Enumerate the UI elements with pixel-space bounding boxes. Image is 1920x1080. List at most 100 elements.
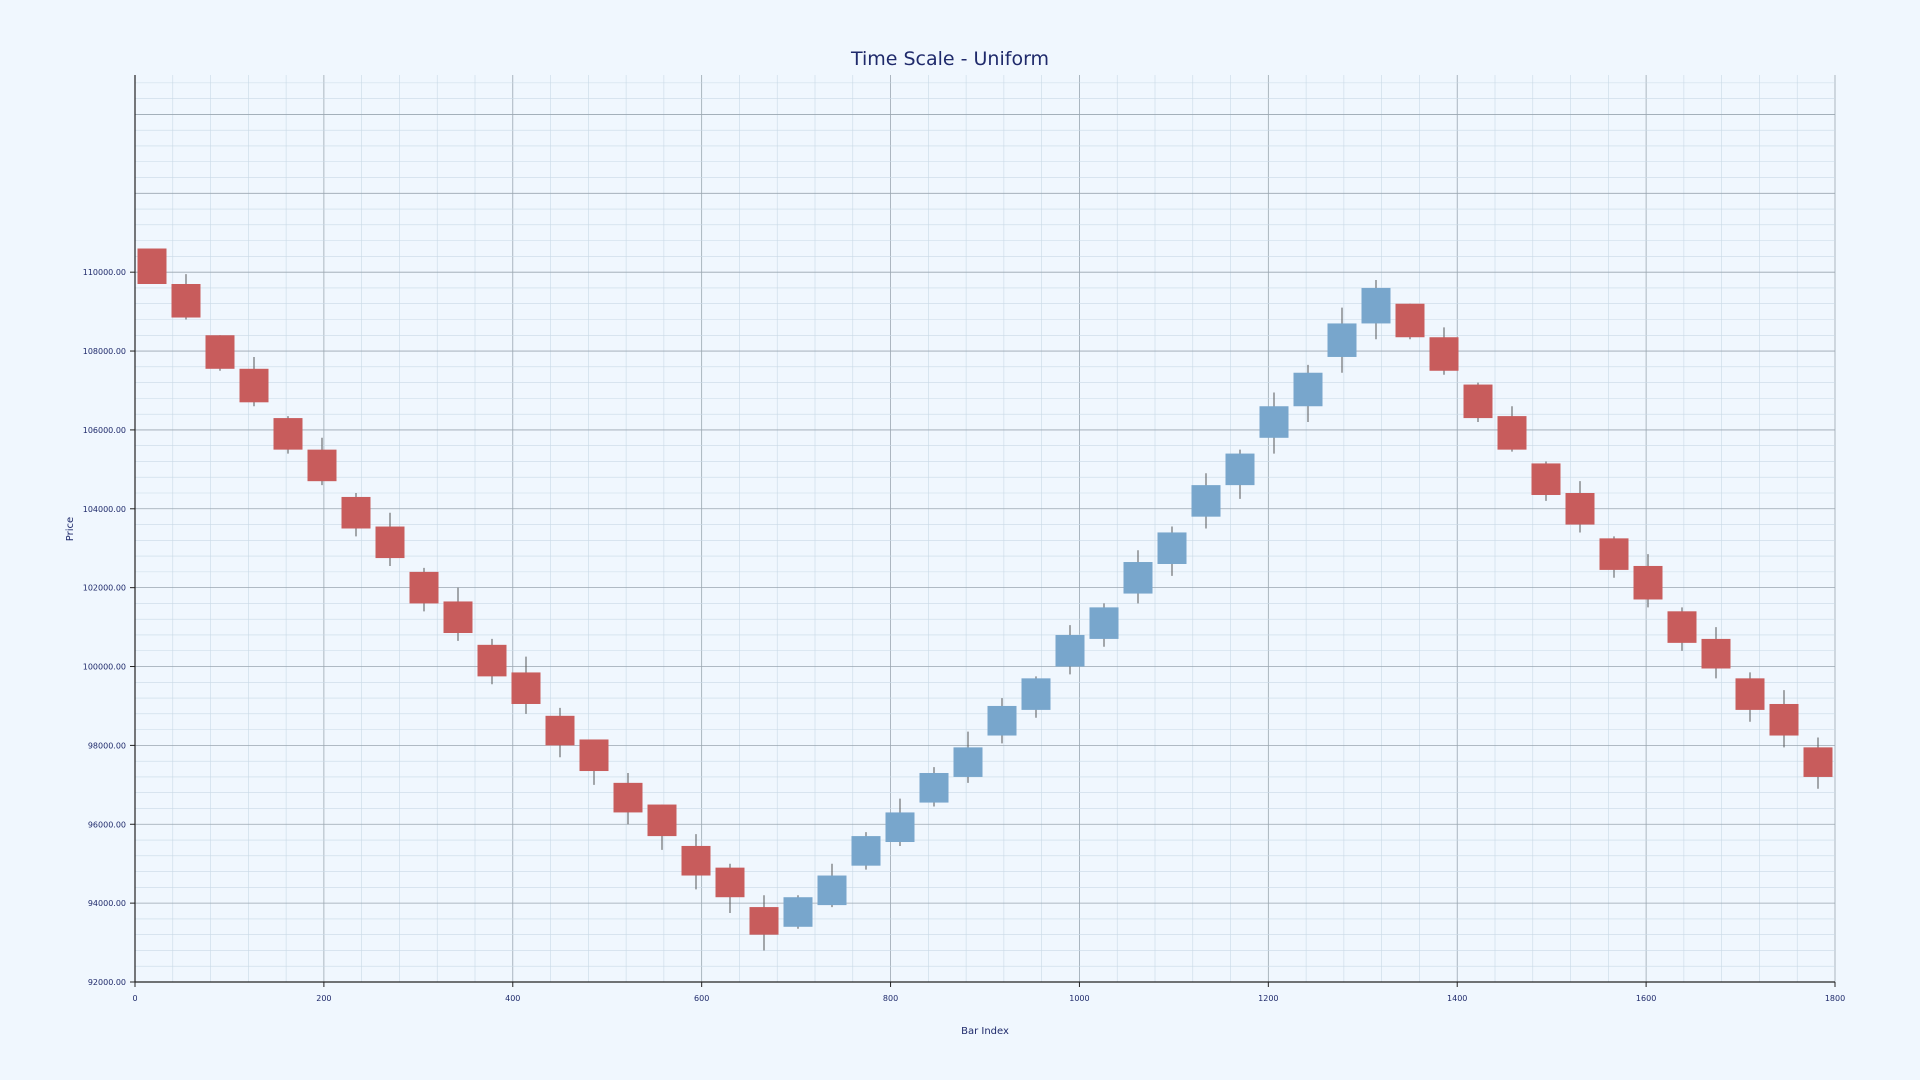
candle-body (477, 644, 507, 677)
candle-down (375, 512, 405, 566)
candle-body (1089, 607, 1119, 639)
y-tick-label: 94000.00 (88, 899, 126, 908)
candle-up (1293, 364, 1323, 423)
candle-body (1497, 416, 1527, 450)
candle-down (579, 739, 609, 785)
candle-body (1157, 532, 1187, 564)
y-tick-label: 108000.00 (83, 347, 126, 356)
y-tick-label: 98000.00 (88, 741, 126, 750)
candle-down (409, 567, 439, 612)
candle-body (851, 836, 881, 866)
candle-body (205, 335, 235, 369)
candle-body (1225, 453, 1255, 486)
candle-down (137, 248, 167, 285)
candle-body (443, 601, 473, 634)
candle-down (545, 707, 575, 758)
candle-body (647, 804, 677, 837)
candle-up (817, 863, 847, 908)
candle-down (239, 356, 269, 407)
candle-up (953, 731, 983, 783)
x-tick-label: 0 (132, 994, 137, 1003)
candle-down (1769, 690, 1799, 748)
candle-down (205, 335, 235, 371)
candle-body (239, 368, 269, 403)
candle-body (1599, 538, 1629, 570)
candle-up (1327, 307, 1357, 373)
candle-down (613, 772, 643, 825)
candle-up (987, 698, 1017, 744)
candle-body (1055, 634, 1085, 667)
candle-body (1667, 611, 1697, 643)
candle-down (1531, 461, 1561, 501)
candle-body (579, 739, 609, 772)
candle-up (1191, 473, 1221, 529)
candle-body (137, 248, 167, 285)
x-tick-label: 1400 (1447, 994, 1467, 1003)
candle-body (1361, 287, 1391, 324)
candle-down (749, 895, 779, 951)
candle-up (851, 832, 881, 870)
candle-up (919, 767, 949, 807)
x-ticks: 0 200 400 600 800 1000 1200 1400 1600 1800 (132, 982, 1845, 1003)
candle-body (1633, 565, 1663, 600)
candle-up (1055, 625, 1085, 675)
x-tick-label: 1000 (1069, 994, 1089, 1003)
candle-body (1429, 337, 1459, 371)
candle-down (1599, 536, 1629, 578)
x-tick-label: 600 (694, 994, 709, 1003)
candle-body (1463, 384, 1493, 419)
candle-body (341, 496, 371, 529)
candle-down (1633, 554, 1663, 608)
candle-body (1735, 678, 1765, 710)
candle-body (885, 812, 915, 843)
candle-up (1089, 603, 1119, 647)
y-tick-label: 102000.00 (83, 584, 126, 593)
candle-up (1259, 392, 1289, 454)
candle-up (1123, 550, 1153, 604)
candle-body (953, 747, 983, 777)
candle-body (1259, 406, 1289, 438)
candle-body (1293, 372, 1323, 407)
candle-up (1361, 280, 1391, 340)
chart-title: Time Scale - Uniform (850, 48, 1049, 70)
candle-body (1191, 485, 1221, 517)
candle-body (919, 772, 949, 803)
candle-up (1157, 526, 1187, 576)
candle-body (1531, 463, 1561, 495)
candle-body (1769, 703, 1799, 736)
candle-body (171, 284, 201, 318)
candle-body (1395, 303, 1425, 338)
candle-body (1327, 323, 1357, 357)
candle-body (1021, 678, 1051, 710)
y-tick-label: 100000.00 (83, 663, 126, 672)
candle-body (987, 705, 1017, 736)
candle-down (1667, 607, 1697, 651)
y-tick-label: 96000.00 (88, 820, 126, 829)
candles (137, 248, 1833, 951)
candle-down (1565, 481, 1595, 533)
candle-down (715, 863, 745, 913)
candle-down (1395, 303, 1425, 340)
candle-down (171, 274, 201, 320)
y-ticks: 92000.00 94000.00 96000.00 98000.00 100000.0… (83, 268, 135, 987)
candle-body (613, 782, 643, 813)
x-tick-label: 1800 (1825, 994, 1845, 1003)
candle-body (545, 715, 575, 746)
y-axis-label: Price (65, 517, 76, 541)
candle-down (511, 656, 541, 714)
candle-down (273, 416, 303, 454)
candle-up (1021, 676, 1051, 718)
candle-up (1225, 449, 1255, 499)
x-tick-label: 400 (505, 994, 520, 1003)
candle-up (885, 798, 915, 846)
candle-down (1735, 672, 1765, 722)
candle-down (647, 804, 677, 850)
x-tick-label: 1200 (1258, 994, 1278, 1003)
candle-body (783, 897, 813, 927)
candle-down (477, 638, 507, 685)
candle-down (1463, 382, 1493, 423)
candle-body (375, 526, 405, 559)
candle-body (511, 672, 541, 704)
candle-down (443, 587, 473, 641)
candle-body (273, 418, 303, 450)
